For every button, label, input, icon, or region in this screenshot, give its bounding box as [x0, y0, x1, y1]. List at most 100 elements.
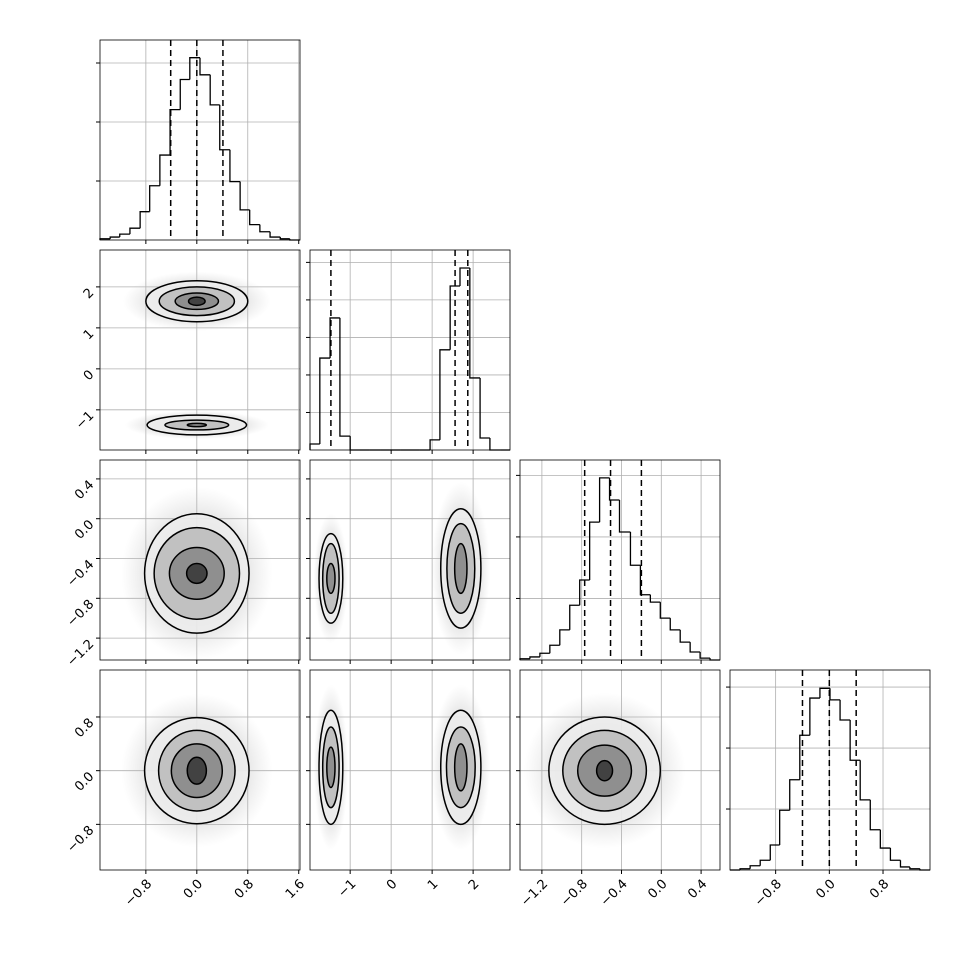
panel-frame [729, 669, 931, 871]
x-tick-label: 0.4 [685, 877, 710, 902]
panel-frame [519, 459, 721, 661]
hist-bin [869, 799, 881, 831]
hist-bin [899, 860, 910, 868]
hist-bin [169, 108, 181, 156]
hist-bin [639, 565, 651, 596]
x-tick-label: −0.4 [598, 877, 631, 910]
contour [453, 542, 468, 595]
x-tick-label: 2 [466, 877, 482, 893]
hist-bin [819, 687, 830, 699]
x-tick-label: 0.0 [645, 877, 670, 902]
hist-bin [129, 227, 141, 235]
hist-bin [879, 829, 891, 849]
x-tick-label: −1.2 [518, 877, 551, 910]
contour [595, 759, 614, 782]
hist-bin [119, 233, 130, 238]
hist-bin [839, 699, 851, 721]
x-tick-label: 0.8 [232, 877, 257, 902]
hist-bin [598, 477, 610, 523]
hist-bin [549, 644, 560, 654]
panel-frame [309, 459, 511, 661]
hist-bin [759, 859, 771, 866]
hist-bin [189, 57, 200, 80]
hist-bin [279, 237, 290, 240]
x-tick-label: −1 [335, 877, 359, 901]
hist-bin [689, 642, 701, 653]
panel-frame [99, 39, 301, 241]
hist-bin [769, 844, 780, 861]
hist-bin [909, 866, 920, 870]
hist-bin [249, 209, 260, 226]
hist-bin [589, 521, 600, 580]
hist-bin [799, 734, 810, 780]
hist-bin [779, 809, 790, 845]
hist-bin [539, 652, 550, 657]
panel-frame [519, 669, 721, 871]
hist-bin [209, 74, 220, 106]
y-tick-label: −0.8 [64, 823, 97, 856]
x-tick-label: 0.0 [181, 877, 206, 902]
contour [326, 746, 336, 789]
hist-bin [229, 149, 241, 183]
x-tick-label: 0 [384, 877, 400, 893]
y-tick-label: 0.8 [72, 716, 97, 741]
hist-bin [109, 236, 120, 239]
hist-bin [889, 848, 901, 861]
hist-bin [699, 652, 711, 659]
hist-bin [489, 437, 501, 451]
hist-bin [309, 443, 320, 450]
contour [185, 562, 208, 585]
y-tick-label: 1 [81, 327, 97, 343]
hist-bin [459, 267, 470, 287]
x-tick-label: 0.8 [867, 877, 892, 902]
hist-bin [749, 865, 761, 869]
hist-bin [469, 268, 481, 379]
hist-bin [809, 697, 820, 736]
hist-bin [269, 231, 281, 238]
hist-bin [479, 377, 490, 439]
x-tick-label: −0.8 [752, 877, 785, 910]
hist-bin [659, 602, 671, 619]
y-tick-label: −1.2 [64, 637, 97, 670]
hist-bin [618, 500, 631, 533]
x-tick-label: 0.0 [813, 877, 838, 902]
y-tick-label: 0 [81, 368, 97, 384]
hist-bin [739, 868, 751, 870]
hist-bin [159, 154, 171, 186]
hist-bin [679, 629, 691, 643]
hist-bin [669, 618, 681, 631]
hist-bin [239, 181, 250, 211]
x-tick-label: 1 [425, 877, 441, 893]
hist-bin [629, 532, 641, 566]
hist-bin [319, 357, 331, 444]
hist-bin [339, 317, 351, 437]
hist-bin [569, 604, 580, 630]
contour [326, 562, 336, 595]
contour [187, 296, 206, 307]
hist-bin [579, 579, 590, 606]
panel-frame [99, 669, 301, 871]
panel-frame [309, 249, 511, 451]
hist-bin [789, 779, 800, 811]
x-tick-label: −0.8 [122, 877, 155, 910]
y-tick-label: 0.0 [72, 517, 97, 542]
x-tick-label: 1.6 [283, 877, 308, 902]
hist-bin [259, 224, 271, 233]
contour [453, 743, 468, 792]
panel-frame [99, 459, 301, 661]
hist-bin [329, 317, 340, 359]
hist-bin [139, 211, 150, 229]
hist-bin [829, 688, 841, 701]
hist-bin [559, 629, 570, 646]
hist-bin [649, 594, 661, 603]
hist-bin [849, 720, 861, 761]
hist-bin [199, 57, 211, 76]
hist-bin [429, 439, 440, 450]
panel-frame [99, 249, 301, 451]
x-tick-label: −0.8 [558, 877, 591, 910]
y-tick-label: 0.0 [72, 769, 97, 794]
hist-bin [179, 78, 190, 110]
hist-bin [149, 185, 160, 212]
y-tick-label: −1 [73, 409, 97, 433]
